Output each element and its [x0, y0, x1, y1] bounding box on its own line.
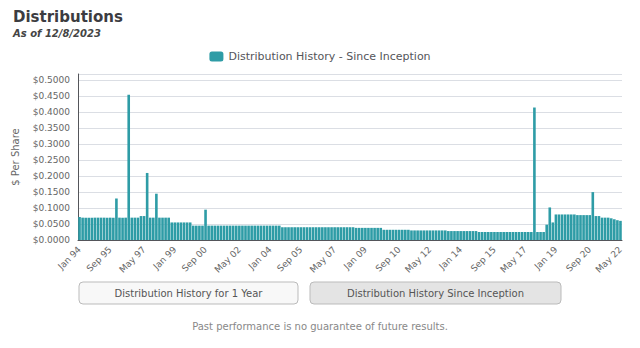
svg-text:$0.4500: $0.4500	[33, 91, 70, 101]
svg-text:May 07: May 07	[308, 244, 338, 274]
svg-text:Sep 15: Sep 15	[469, 244, 498, 273]
svg-text:Sep 00: Sep 00	[180, 244, 209, 273]
svg-text:$0.2000: $0.2000	[33, 171, 70, 181]
svg-text:Jan 04: Jan 04	[246, 244, 274, 272]
svg-text:$0.0000: $0.0000	[33, 235, 70, 245]
svg-text:$0.3000: $0.3000	[33, 139, 70, 149]
svg-text:May 02: May 02	[213, 244, 243, 274]
svg-text:$0.1500: $0.1500	[33, 187, 70, 197]
svg-text:May 17: May 17	[498, 244, 528, 274]
svg-text:Sep 10: Sep 10	[374, 244, 403, 273]
svg-text:Jan 19: Jan 19	[532, 244, 560, 272]
svg-text:May 22: May 22	[594, 244, 624, 274]
svg-text:Distribution History for 1 Yea: Distribution History for 1 Year	[115, 288, 264, 299]
svg-text:May 97: May 97	[117, 244, 147, 274]
svg-text:$0.1000: $0.1000	[33, 203, 70, 213]
svg-text:$0.5000: $0.5000	[33, 75, 70, 85]
svg-text:$0.0500: $0.0500	[33, 219, 70, 229]
svg-text:As of 12/8/2023: As of 12/8/2023	[12, 28, 101, 39]
svg-text:Distribution History - Since I: Distribution History - Since Inception	[228, 50, 430, 63]
svg-text:Jan 09: Jan 09	[341, 244, 369, 272]
svg-text:May 12: May 12	[403, 244, 433, 274]
svg-text:$0.3500: $0.3500	[33, 123, 70, 133]
svg-text:$ Per Share: $ Per Share	[10, 128, 21, 186]
svg-text:$0.4000: $0.4000	[33, 107, 70, 117]
svg-text:Jan 99: Jan 99	[151, 244, 179, 272]
svg-text:Distribution History Since Inc: Distribution History Since Inception	[347, 288, 524, 299]
svg-text:Past performance is no guarant: Past performance is no guarantee of futu…	[192, 321, 448, 332]
svg-text:Sep 95: Sep 95	[85, 244, 114, 273]
svg-text:$0.2500: $0.2500	[33, 155, 70, 165]
svg-text:Distributions: Distributions	[13, 8, 123, 26]
svg-text:Sep 05: Sep 05	[275, 244, 304, 273]
svg-text:Jan 14: Jan 14	[437, 244, 465, 272]
svg-text:Sep 20: Sep 20	[564, 244, 593, 273]
svg-text:Jan 94: Jan 94	[55, 244, 83, 272]
